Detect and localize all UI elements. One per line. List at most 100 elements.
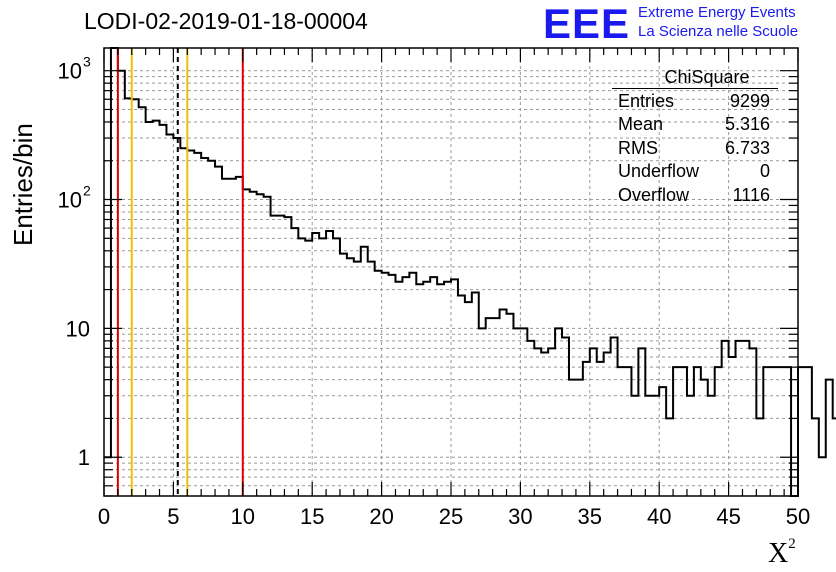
- histogram-bin: [513, 328, 520, 496]
- histogram-bin: [611, 337, 618, 496]
- x-tick-label: 5: [167, 504, 179, 529]
- histogram-bin: [278, 216, 285, 496]
- x-tick-label: 30: [508, 504, 532, 529]
- histogram-bin: [604, 352, 611, 496]
- histogram-bin: [652, 396, 659, 496]
- histogram-bin: [583, 362, 590, 496]
- eee-logo: EEE: [543, 0, 631, 47]
- histogram-bin: [618, 367, 625, 496]
- histogram-bin: [257, 194, 264, 496]
- histogram-bin: [805, 367, 812, 496]
- stats-row-rms: RMS 6.733: [612, 137, 778, 160]
- histogram-bin: [160, 125, 167, 496]
- histogram-bin: [208, 161, 215, 496]
- x-tick-label: 15: [300, 504, 324, 529]
- histogram-bin: [382, 273, 389, 496]
- histogram-bin: [166, 134, 173, 496]
- stats-box: ChiSquare Entries 9299 Mean 5.316 RMS 6.733 Un…: [612, 66, 778, 207]
- histogram-bin: [500, 310, 507, 496]
- histogram-bin: [694, 367, 701, 496]
- histogram-bin: [673, 367, 680, 496]
- histogram-bin: [264, 197, 271, 496]
- histogram-bin: [590, 348, 597, 496]
- x-axis-label-symbol: X: [768, 538, 789, 569]
- stats-row-entries: Entries 9299: [612, 90, 778, 113]
- histogram-bin: [576, 380, 583, 496]
- histogram-bin: [125, 98, 132, 496]
- histogram-bin: [819, 457, 826, 496]
- stats-value: 5.316: [724, 114, 770, 135]
- histogram-bin: [736, 341, 743, 496]
- eee-logo-text: Extreme Energy Events La Scienza nelle S…: [638, 3, 798, 41]
- stats-title: ChiSquare: [612, 66, 778, 89]
- logo-line-1: Extreme Energy Events: [638, 4, 796, 21]
- histogram-bin: [111, 48, 118, 496]
- histogram-bin: [340, 254, 347, 496]
- y-tick-exponent: 3: [83, 54, 91, 70]
- y-tick-label: 1: [78, 445, 90, 470]
- histogram-bin: [187, 151, 194, 496]
- logo-line-2: La Scienza nelle Scuole: [638, 23, 799, 40]
- histogram-bin: [729, 357, 736, 496]
- x-tick-label: 10: [231, 504, 255, 529]
- histogram-bin: [368, 262, 375, 496]
- histogram-bin: [465, 302, 472, 496]
- histogram-bin: [458, 295, 465, 496]
- histogram-bin: [139, 107, 146, 496]
- y-tick-label: 10: [58, 188, 82, 213]
- histogram-bin: [118, 71, 125, 496]
- y-axis-label: Entries/bin: [8, 123, 38, 246]
- histogram-bin: [507, 314, 514, 496]
- stats-value: 9299: [729, 91, 770, 111]
- histogram-bin: [520, 328, 527, 496]
- histogram-bin: [569, 380, 576, 496]
- histogram-bin: [416, 284, 423, 496]
- histogram-bin: [375, 271, 382, 496]
- stats-label: Overflow: [618, 184, 690, 205]
- histogram-bin: [722, 341, 729, 496]
- histogram-bin: [153, 121, 160, 496]
- histogram-bin: [180, 148, 187, 496]
- histogram-bin: [534, 348, 541, 496]
- histogram-bin: [222, 179, 229, 496]
- stats-label: Underflow: [618, 161, 700, 182]
- histogram-bin: [659, 387, 666, 496]
- histogram-bin: [770, 367, 777, 496]
- stats-value: 1116: [732, 184, 770, 205]
- histogram-bin: [146, 122, 153, 496]
- histogram-bin: [541, 352, 548, 496]
- histogram-bin: [472, 292, 479, 496]
- histogram-bin: [701, 380, 708, 496]
- stats-label: Entries: [618, 91, 675, 111]
- x-axis-label: X2: [768, 536, 796, 570]
- stats-row-overflow: Overflow 1116: [612, 184, 778, 207]
- histogram-bin: [812, 418, 819, 496]
- x-tick-label: 0: [98, 504, 110, 529]
- y-tick-label: 10: [58, 59, 82, 84]
- histogram-bin: [284, 217, 291, 496]
- stats-row-mean: Mean 5.316: [612, 113, 778, 136]
- histogram-bin: [555, 328, 562, 496]
- histogram-bin: [423, 282, 430, 496]
- x-tick-label: 40: [647, 504, 671, 529]
- histogram-bin: [395, 282, 402, 496]
- histogram-bin: [486, 318, 493, 496]
- histogram-bin: [749, 348, 756, 496]
- histogram-bin: [756, 418, 763, 496]
- x-axis-label-superscript: 2: [788, 536, 796, 552]
- y-tick-label: 10: [66, 316, 90, 341]
- stats-label: Mean: [618, 114, 664, 135]
- histogram-bin: [479, 328, 486, 496]
- histogram-bin: [298, 238, 305, 496]
- histogram-bin: [597, 362, 604, 496]
- histogram-bin: [229, 179, 236, 496]
- histogram-bin: [444, 282, 451, 496]
- histogram-bin: [402, 277, 409, 496]
- histogram-bin: [250, 192, 257, 496]
- histogram-bin: [742, 341, 749, 496]
- stats-value: 0: [759, 161, 770, 182]
- stats-label: RMS: [618, 137, 658, 158]
- histogram-bin: [194, 153, 201, 496]
- histogram-bin: [326, 231, 333, 496]
